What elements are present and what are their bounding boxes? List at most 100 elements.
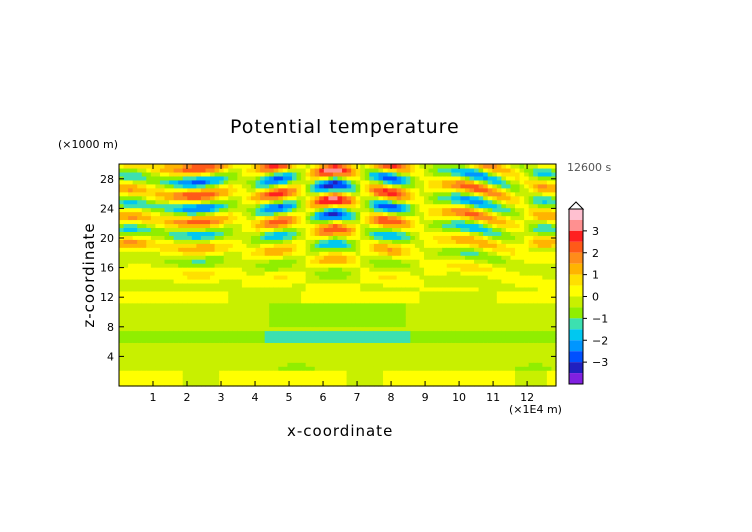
field-cell [214, 164, 220, 169]
field-cell [246, 215, 252, 221]
field-cell [264, 243, 270, 248]
field-cell [196, 310, 202, 316]
field-cell [128, 211, 134, 217]
field-cell [251, 282, 257, 288]
field-cell [219, 310, 225, 316]
field-cell [451, 211, 457, 217]
field-cell [346, 243, 352, 248]
field-cell [373, 255, 380, 260]
field-cell [191, 294, 197, 300]
field-cell [178, 271, 184, 276]
field-cell [169, 235, 175, 240]
field-cell [196, 219, 202, 225]
field-cell [419, 227, 425, 232]
field-cell [178, 362, 184, 367]
field-cell [146, 187, 152, 193]
field-cell [505, 275, 512, 280]
field-cell [169, 171, 175, 177]
field-cell [128, 255, 134, 260]
field-cell [200, 227, 207, 232]
field-cell [360, 350, 366, 355]
field-cell [205, 338, 211, 343]
field-cell [515, 247, 521, 252]
field-cell [396, 271, 402, 276]
field-cell [200, 263, 207, 268]
field-cell [269, 219, 275, 225]
field-cell [296, 195, 302, 201]
field-cell [287, 223, 293, 229]
field-cell [419, 203, 425, 209]
field-cell [132, 175, 138, 181]
field-cell [428, 231, 434, 236]
field-cell [169, 207, 175, 213]
field-cell [319, 338, 325, 343]
field-cell [273, 207, 279, 213]
field-cell [442, 255, 448, 260]
field-cell [296, 282, 302, 288]
field-cell [469, 239, 475, 244]
field-cell [383, 239, 389, 244]
field-cell [396, 334, 402, 340]
field-cell [373, 306, 380, 312]
field-cell [460, 298, 466, 304]
field-cell [319, 282, 325, 288]
field-cell [487, 187, 493, 193]
field-cell [132, 219, 138, 225]
field-cell [187, 183, 193, 189]
field-cell [505, 267, 512, 272]
field-cell [146, 175, 152, 181]
field-cell [296, 354, 302, 359]
field-cell [423, 322, 430, 328]
field-cell [437, 175, 443, 181]
field-cell [178, 263, 184, 268]
field-cell [119, 306, 125, 312]
field-cell [155, 227, 161, 232]
field-cell [414, 171, 421, 177]
field-cell [378, 322, 384, 328]
field-cell [505, 255, 512, 260]
field-cell [228, 330, 234, 336]
field-cell [387, 207, 393, 213]
field-cell [260, 247, 266, 252]
field-cell [223, 231, 229, 236]
field-cell [455, 187, 461, 193]
field-cell [492, 370, 498, 375]
field-cell [269, 235, 275, 240]
field-cell [291, 286, 298, 292]
field-cell [519, 263, 525, 268]
field-cell [328, 342, 334, 347]
field-cell [474, 203, 480, 209]
field-cell [387, 211, 393, 217]
field-cell [414, 255, 421, 260]
field-cell [351, 267, 357, 272]
field-cell [419, 282, 425, 288]
field-cell [269, 187, 275, 193]
field-cell [437, 235, 443, 240]
field-cell [519, 275, 525, 280]
field-cell [364, 175, 370, 181]
field-cell [323, 199, 329, 205]
field-cell [128, 267, 134, 272]
field-cell [342, 271, 348, 276]
field-cell [446, 322, 452, 328]
field-cell [478, 338, 484, 343]
field-cell [119, 239, 125, 244]
field-cell [159, 334, 166, 340]
field-cell [323, 167, 329, 173]
field-cell [455, 171, 461, 177]
field-cell [319, 326, 325, 332]
field-cell [401, 183, 407, 189]
field-cell [383, 263, 389, 268]
field-cell [296, 223, 302, 229]
field-cell [246, 342, 252, 347]
field-cell [191, 330, 197, 336]
field-cell [182, 350, 188, 355]
field-cell [301, 231, 307, 236]
field-cell [150, 314, 157, 320]
field-cell [383, 366, 389, 371]
field-cell [414, 290, 421, 296]
field-cell [487, 207, 493, 213]
field-cell [219, 235, 225, 240]
field-cell [182, 314, 188, 320]
field-cell [173, 199, 179, 205]
